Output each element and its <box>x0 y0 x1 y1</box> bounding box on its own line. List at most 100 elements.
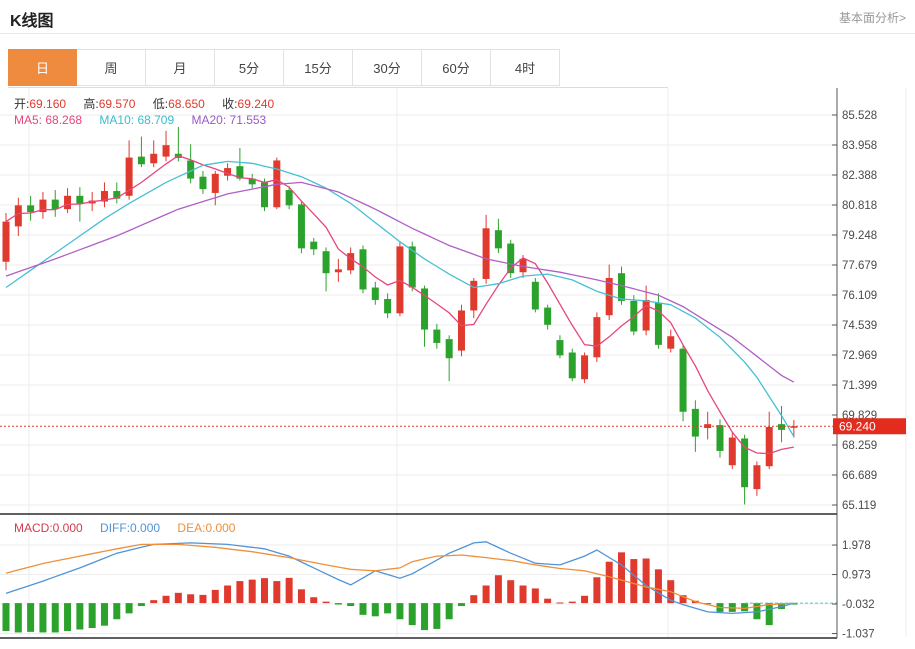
macd-bar-positive <box>150 600 158 604</box>
candle-up <box>704 424 712 428</box>
macd-bar-positive <box>162 595 170 604</box>
macd-bar-negative <box>421 603 429 631</box>
candle-down <box>371 287 379 300</box>
candle-up <box>765 427 773 467</box>
candle-down <box>544 307 552 325</box>
macd-bar-negative <box>457 603 465 607</box>
current-price-badge <box>833 418 906 435</box>
tab-month[interactable]: 月 <box>146 49 215 86</box>
kline-chart-canvas[interactable]: 85.528 83.958 82.388 80.818 79.248 77.679 76.1… <box>0 88 915 649</box>
macd-bar-positive <box>310 597 318 604</box>
candle-up <box>519 258 527 273</box>
axis-tick-label: 77.679 <box>842 260 877 272</box>
macd-bar-positive <box>630 559 638 604</box>
macd-bar-negative <box>704 603 712 605</box>
candle-down <box>384 298 392 314</box>
macd-bar-positive <box>261 578 269 604</box>
dea-line <box>5 543 794 610</box>
candle-down <box>137 156 145 165</box>
candle-down <box>445 339 453 359</box>
macd-bar-positive <box>248 579 256 604</box>
axis-tick-label: -0.032 <box>842 599 875 611</box>
candle-up <box>39 199 47 213</box>
candle-down <box>236 166 244 179</box>
candle-down <box>618 273 625 301</box>
macd-bar-negative <box>137 603 145 607</box>
tab-week[interactable]: 周 <box>77 49 146 86</box>
tab-4hour[interactable]: 4时 <box>491 49 560 86</box>
macd-bar-positive <box>236 581 244 604</box>
macd-bar-negative <box>445 603 453 620</box>
axis-tick-label: 68.259 <box>842 440 877 452</box>
macd-bar-negative <box>14 603 22 633</box>
kline-chart-svg: 85.528 83.958 82.388 80.818 79.248 77.679 76.1… <box>0 88 907 641</box>
candle-up <box>667 336 675 349</box>
candle-up <box>728 437 736 466</box>
macd-bar-negative <box>359 603 367 615</box>
macd-bar-positive <box>211 589 219 604</box>
candle-down <box>261 182 269 208</box>
tab-day[interactable]: 日 <box>8 49 77 86</box>
macd-bar-negative <box>371 603 379 617</box>
axis-tick-label: 1.978 <box>842 540 871 552</box>
macd-bar-negative <box>384 603 392 614</box>
tab-60min[interactable]: 60分 <box>422 49 491 86</box>
macd-bar-negative <box>334 603 342 605</box>
candle-down <box>51 199 59 210</box>
candle-down <box>297 204 305 249</box>
candle-down <box>27 205 35 213</box>
candle-down <box>113 191 121 199</box>
macd-bar-positive <box>519 585 527 604</box>
macd-bar-positive <box>654 569 662 604</box>
gridlines <box>0 88 907 637</box>
macd-bar-positive <box>544 598 552 604</box>
axis-tick-label: 76.109 <box>842 290 877 302</box>
macd-bar-positive <box>605 561 613 604</box>
tab-15min[interactable]: 15分 <box>284 49 353 86</box>
macd-bar-positive <box>581 595 589 604</box>
macd-bar-positive <box>199 594 207 604</box>
candle-down <box>322 251 330 274</box>
candle-up <box>605 277 613 316</box>
macd-bar-positive <box>273 581 281 604</box>
candle-down <box>199 176 207 190</box>
candle-down <box>494 230 502 249</box>
candle-down <box>556 340 564 356</box>
candle-up <box>162 145 170 157</box>
candle-down <box>310 241 318 250</box>
candle-down <box>76 195 84 204</box>
candle-up <box>150 153 158 164</box>
ma20-line <box>5 181 795 383</box>
macd-bar-negative <box>347 603 355 607</box>
candle-up <box>790 426 798 428</box>
macd-bar-positive <box>470 595 478 604</box>
ma5-line <box>5 154 794 455</box>
macd-bar-negative <box>741 603 749 612</box>
macd-bar-negative <box>88 603 96 629</box>
candle-up <box>482 228 490 279</box>
macd-bar-positive <box>482 585 490 604</box>
macd-bar-negative <box>433 603 441 629</box>
candle-down <box>568 352 576 379</box>
tab-30min[interactable]: 30分 <box>353 49 422 86</box>
macd-bar-negative <box>765 603 773 626</box>
macd-bar-positive <box>618 552 625 604</box>
axis-tick-label: 66.689 <box>842 470 877 482</box>
candle-down <box>778 424 786 430</box>
candle-up <box>100 191 108 202</box>
macd-bar-negative <box>790 603 798 605</box>
fundamental-analysis-link[interactable]: 基本面分析> <box>838 11 906 25</box>
macd-bar-positive <box>322 601 330 604</box>
candle-up <box>14 205 22 227</box>
tabbar-bottom-rule <box>8 87 668 88</box>
tab-5min[interactable]: 5分 <box>215 49 284 86</box>
candle-down <box>679 348 687 412</box>
macd-bar-positive <box>568 601 576 604</box>
axis-tick-label: 65.119 <box>842 500 876 512</box>
macd-bar-positive <box>224 585 232 604</box>
diff-line <box>5 541 794 615</box>
macd-histogram <box>2 552 798 633</box>
macd-bar-negative <box>125 603 133 614</box>
axis-tick-label: 83.958 <box>842 140 877 152</box>
candle-up <box>581 355 589 380</box>
